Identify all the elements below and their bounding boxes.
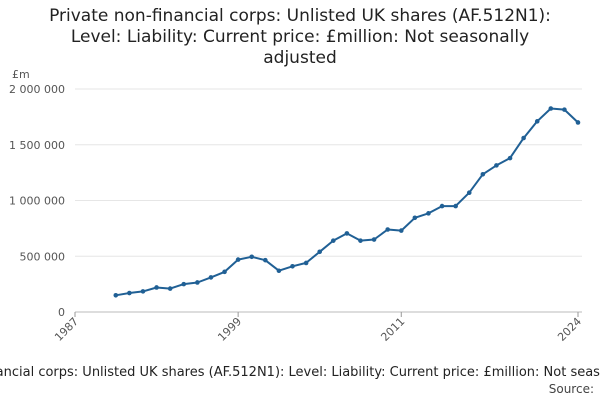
y-tick-label: 2 000 000 <box>9 83 65 96</box>
data-point[interactable] <box>330 238 336 243</box>
data-point[interactable] <box>235 257 241 262</box>
data-point[interactable] <box>222 269 227 275</box>
x-tick-label: 2011 <box>378 315 407 344</box>
data-point[interactable] <box>494 163 499 168</box>
data-point[interactable] <box>371 237 377 242</box>
y-tick-label: 1 000 000 <box>9 195 65 208</box>
data-point[interactable] <box>195 280 200 285</box>
data-point[interactable] <box>507 155 513 161</box>
data-point[interactable] <box>534 119 540 124</box>
data-point[interactable] <box>426 211 431 216</box>
data-point[interactable] <box>385 227 390 232</box>
data-point[interactable] <box>358 238 363 243</box>
data-point[interactable] <box>249 254 255 260</box>
source-label: Source: <box>548 382 594 396</box>
data-point[interactable] <box>127 290 132 296</box>
series-line <box>113 106 581 298</box>
data-point[interactable] <box>167 286 173 291</box>
data-point[interactable] <box>181 281 187 287</box>
chart-title-line: Level: Liability: Current price: £millio… <box>70 27 530 47</box>
data-point[interactable] <box>303 260 309 266</box>
x-tick-label: 2024 <box>555 315 584 344</box>
chart-caption-text: Private non-financial corps: Unlisted UK… <box>0 365 600 380</box>
data-point[interactable] <box>412 215 418 221</box>
y-tick-label: 500 000 <box>20 250 66 263</box>
data-point[interactable] <box>466 190 472 195</box>
data-point[interactable] <box>562 107 567 112</box>
data-point[interactable] <box>521 135 526 141</box>
data-point[interactable] <box>276 268 282 274</box>
data-point[interactable] <box>548 106 554 111</box>
data-point[interactable] <box>439 203 445 209</box>
chart-caption: Private non-financial corps: Unlisted UK… <box>0 365 600 385</box>
y-tick-label: 1 500 000 <box>9 139 65 152</box>
data-point[interactable] <box>453 203 458 209</box>
data-point[interactable] <box>113 292 119 298</box>
y-axis: 0 500 000 1 000 000 1 500 000 2 000 000 <box>9 83 65 319</box>
data-point[interactable] <box>290 263 295 269</box>
y-tick-label: 0 <box>58 306 65 319</box>
data-point[interactable] <box>344 231 350 236</box>
data-point[interactable] <box>575 120 581 125</box>
x-axis: 1987 1999 2011 2024 <box>52 312 584 344</box>
x-tick-label: 1987 <box>52 315 81 344</box>
data-point[interactable] <box>480 171 486 177</box>
chart-title-line: adjusted <box>263 48 337 68</box>
x-tick-label: 1999 <box>215 315 244 344</box>
data-point[interactable] <box>317 249 323 255</box>
y-unit-label: £m <box>12 68 30 81</box>
gridlines <box>75 88 582 313</box>
data-point[interactable] <box>398 228 404 233</box>
chart-title: Private non-financial corps: Unlisted UK… <box>0 6 600 69</box>
chart-title-line: Private non-financial corps: Unlisted UK… <box>49 6 551 26</box>
data-point[interactable] <box>154 285 159 290</box>
data-point[interactable] <box>263 257 268 263</box>
data-point[interactable] <box>208 275 214 280</box>
series-path <box>115 107 579 297</box>
data-point[interactable] <box>140 289 146 294</box>
